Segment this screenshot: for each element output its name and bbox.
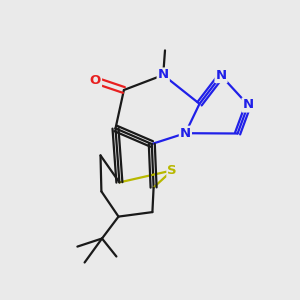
Text: S: S [167,164,177,177]
Text: N: N [158,68,169,82]
Text: N: N [180,127,191,140]
Text: N: N [242,98,254,112]
Text: O: O [90,74,101,87]
Text: N: N [215,69,227,82]
